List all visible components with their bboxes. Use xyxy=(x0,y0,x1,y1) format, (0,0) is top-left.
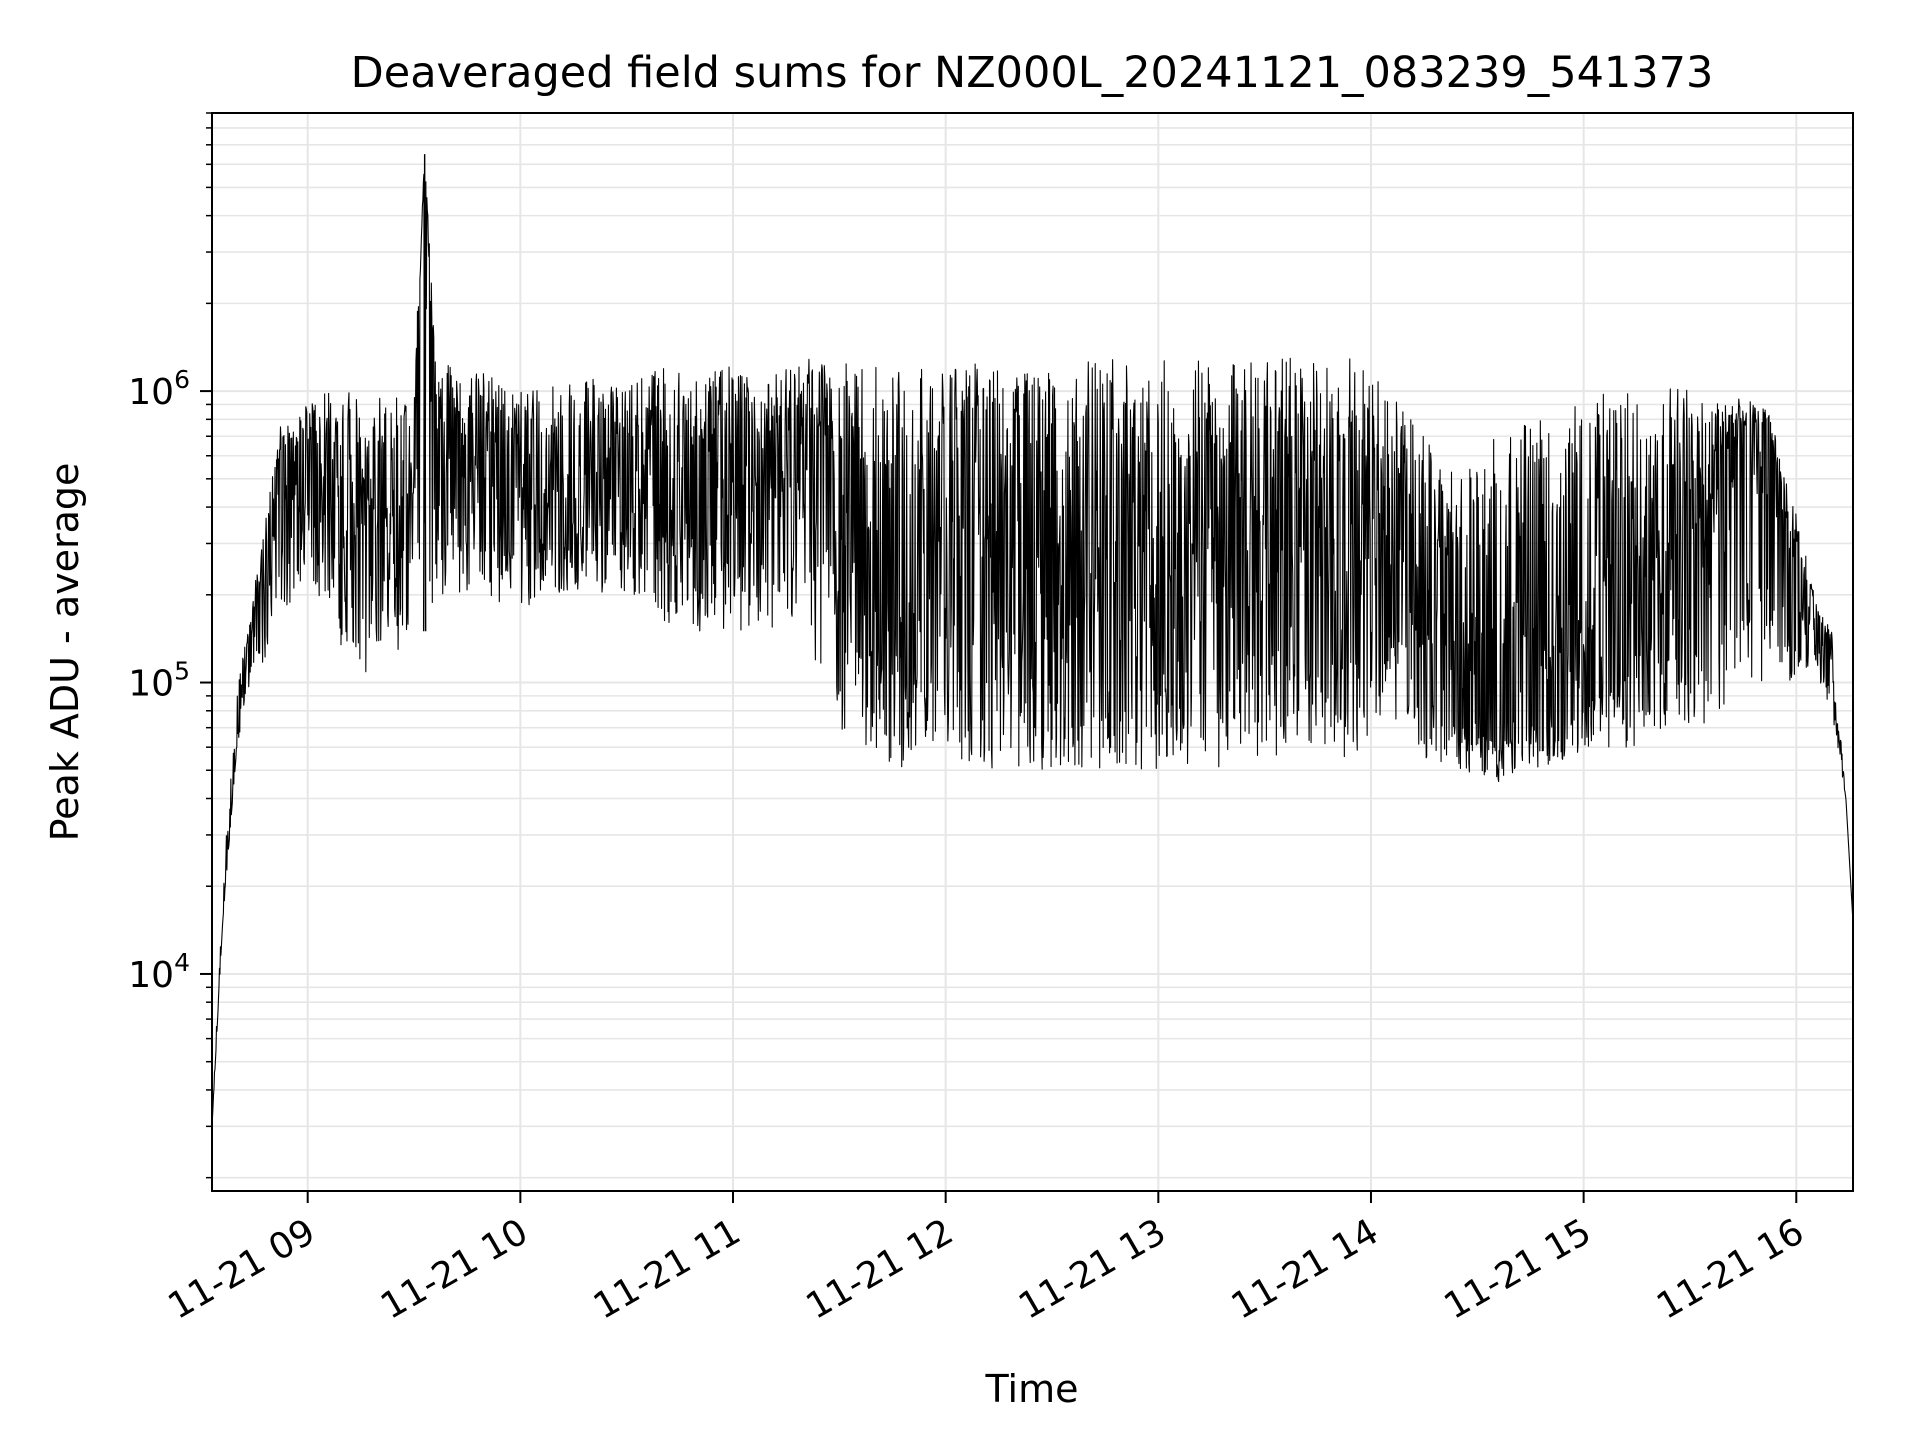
plot-frame xyxy=(211,112,1854,1192)
x-axis-label: Time xyxy=(985,1367,1079,1411)
data-layer xyxy=(211,154,1854,1127)
y-tick-label: 106 xyxy=(128,365,190,413)
chart-title: Deaveraged field sums for NZ000L_2024112… xyxy=(351,48,1714,98)
y-ticks: 104 105 106 xyxy=(128,112,212,1179)
y-tick-label: 105 xyxy=(128,657,190,705)
y-tick-label: 104 xyxy=(128,948,190,996)
series-line-0 xyxy=(211,173,1854,1127)
y-axis-label: Peak ADU - average xyxy=(43,463,87,842)
